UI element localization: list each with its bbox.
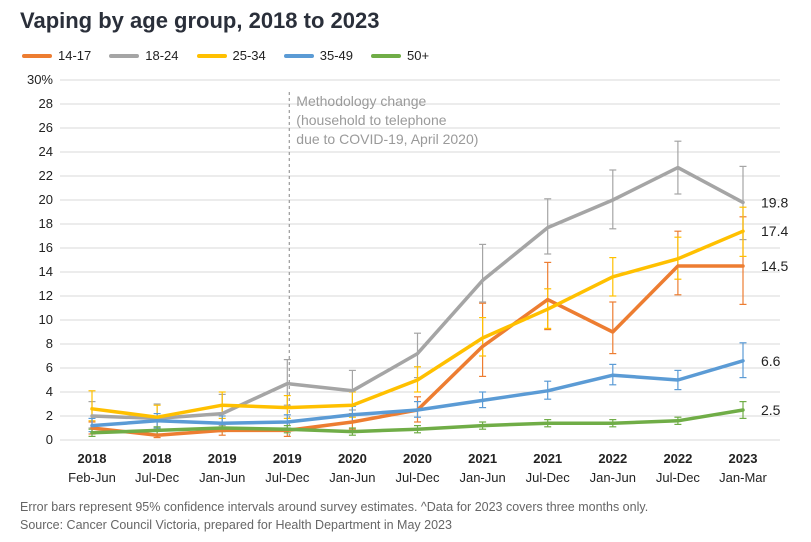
x-tick-year: 2020 — [338, 451, 367, 466]
line-chart: 024681012141618202224262830%2018Feb-Jun2… — [27, 72, 788, 485]
x-tick-period: Jul-Dec — [395, 470, 440, 485]
x-tick-period: Jul-Dec — [656, 470, 701, 485]
x-tick-year: 2021 — [533, 451, 562, 466]
x-tick-year: 2019 — [208, 451, 237, 466]
x-tick-period: Jan-Jun — [590, 470, 636, 485]
end-value-label-35-49: 6.6 — [761, 353, 781, 369]
legend-label-18-24: 18-24 — [145, 48, 179, 63]
legend-item-25-34: 25-34 — [196, 48, 266, 63]
x-tick-year: 2018 — [143, 451, 172, 466]
legend-label-25-34: 25-34 — [232, 48, 266, 63]
x-tick-year: 2018 — [78, 451, 107, 466]
legend-swatch-35-49 — [283, 53, 314, 58]
y-tick-label: 2 — [46, 408, 53, 423]
y-tick-label: 22 — [39, 168, 53, 183]
x-tick-period: Jan-Jun — [199, 470, 245, 485]
x-tick-period: Jul-Dec — [135, 470, 180, 485]
y-tick-label: 16 — [39, 240, 53, 255]
legend-swatch-18-24 — [109, 53, 140, 58]
y-tick-label: 30% — [27, 72, 53, 87]
y-tick-label: 12 — [39, 288, 53, 303]
x-tick-year: 2021 — [468, 451, 497, 466]
x-tick-period: Jan-Jun — [329, 470, 375, 485]
y-tick-label: 20 — [39, 192, 53, 207]
y-tick-label: 6 — [46, 360, 53, 375]
legend-label-35-49: 35-49 — [319, 48, 353, 63]
x-tick-period: Jul-Dec — [526, 470, 571, 485]
y-tick-label: 18 — [39, 216, 53, 231]
footer-note: Error bars represent 95% confidence inte… — [20, 500, 649, 514]
y-tick-label: 24 — [39, 144, 53, 159]
series-line-50-plus — [90, 408, 745, 435]
end-value-label-18-24: 19.8 — [761, 194, 788, 210]
x-tick-year: 2022 — [663, 451, 692, 466]
legend-swatch-14-17 — [22, 53, 52, 58]
end-value-label-14-17: 14.5 — [761, 258, 788, 274]
x-tick-period: Feb-Jun — [68, 470, 116, 485]
y-tick-label: 14 — [39, 264, 53, 279]
x-tick-year: 2023 — [729, 451, 758, 466]
legend-item-35-49: 35-49 — [283, 48, 353, 63]
chart-title: Vaping by age group, 2018 to 2023 — [20, 8, 380, 33]
x-tick-period: Jan-Jun — [459, 470, 505, 485]
annotation-text: due to COVID-19, April 2020) — [296, 131, 478, 147]
x-tick-year: 2019 — [273, 451, 302, 466]
y-tick-label: 10 — [39, 312, 53, 327]
x-tick-period: Jan-Mar — [719, 470, 767, 485]
x-tick-year: 2022 — [598, 451, 627, 466]
series-line-18-24 — [90, 165, 745, 421]
legend-item-14-17: 14-17 — [22, 48, 91, 63]
legend-label-50-plus: 50+ — [407, 48, 430, 63]
y-tick-label: 4 — [46, 384, 53, 399]
y-tick-label: 28 — [39, 96, 53, 111]
annotation-text: (household to telephone — [296, 112, 446, 128]
series-line-35-49 — [90, 359, 745, 428]
legend-swatch-50-plus — [371, 53, 401, 58]
y-tick-label: 8 — [46, 336, 53, 351]
x-tick-year: 2020 — [403, 451, 432, 466]
annotation-text: Methodology change — [296, 93, 426, 109]
series-line-25-34 — [90, 229, 745, 419]
legend-swatch-25-34 — [196, 53, 227, 58]
legend-item-18-24: 18-24 — [109, 48, 179, 63]
y-tick-label: 0 — [46, 432, 53, 447]
end-value-label-25-34: 17.4 — [761, 223, 788, 239]
x-tick-period: Jul-Dec — [265, 470, 310, 485]
legend: 14-17 18-24 25-34 35-49 50+ — [22, 48, 429, 63]
y-tick-label: 26 — [39, 120, 53, 135]
footer-source: Source: Cancer Council Victoria, prepare… — [20, 518, 452, 532]
legend-item-50-plus: 50+ — [371, 48, 429, 63]
legend-label-14-17: 14-17 — [58, 48, 92, 63]
end-value-label-50-plus: 2.5 — [761, 402, 781, 418]
